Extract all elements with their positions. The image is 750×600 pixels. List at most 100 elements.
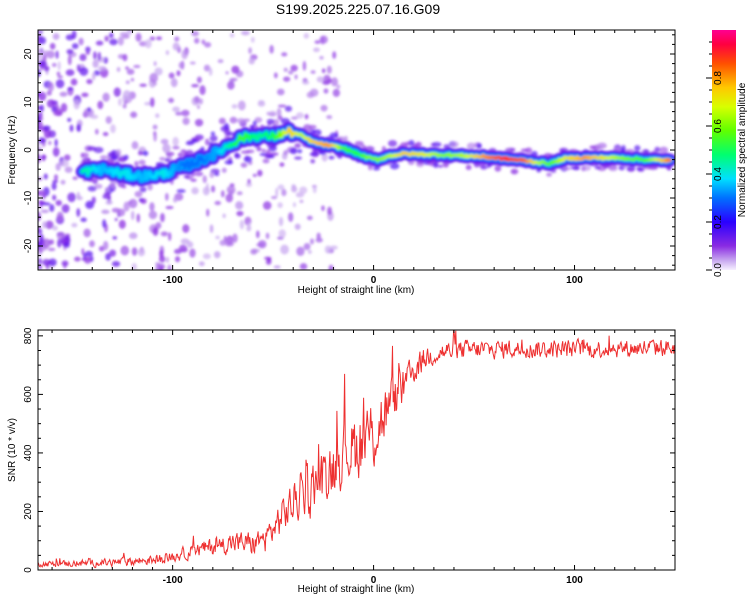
heatmap-noise-cell — [306, 215, 313, 221]
colorbar-tick-label: 0.8 — [713, 71, 724, 85]
heatmap-noise-cell — [38, 115, 41, 125]
heatmap-noise-cell — [47, 82, 55, 92]
heatmap-ridge-halo — [87, 185, 97, 192]
heatmap-noise-cell — [316, 232, 321, 240]
heatmap-ridge-halo — [277, 115, 283, 121]
heatmap-noise-cell — [229, 32, 235, 38]
heatmap-noise-cell — [326, 65, 332, 74]
heatmap-noise-cell — [152, 227, 159, 236]
heatmap-noise-cell — [168, 72, 175, 79]
heatmap-ridge-halo — [480, 165, 488, 170]
heatmap-noise-cell — [214, 200, 222, 206]
heatmap-noise-cell — [113, 87, 121, 97]
colorbar-tick-label: 0.0 — [713, 263, 724, 277]
heatmap-noise-cell — [102, 219, 107, 228]
heatmap-ridge-halo — [252, 120, 257, 126]
heatmap-ridge-halo — [94, 183, 103, 189]
heatmap-ridge-halo — [431, 141, 442, 147]
y-tick-label: 0 — [23, 147, 34, 153]
heatmap-noise-cell — [292, 202, 297, 208]
heatmap-ridge-halo — [328, 155, 335, 160]
heatmap-noise-cell — [235, 201, 244, 210]
heatmap-ridge-halo — [209, 135, 218, 142]
heatmap-noise-cell — [278, 229, 286, 238]
heatmap-noise-cell — [38, 265, 43, 270]
heatmap-ridge-halo — [442, 161, 449, 168]
heatmap-noise-cell — [257, 101, 266, 107]
colorbar-tick-label: 0.2 — [713, 215, 724, 229]
heatmap-noise-cell — [321, 205, 325, 212]
heatmap-noise-cell — [126, 30, 133, 35]
heatmap-noise-cell — [47, 247, 56, 252]
heatmap-noise-cell — [64, 166, 73, 173]
heatmap-noise-cell — [278, 216, 284, 227]
snr-panel: -100 0 100 0 200 400 600 800 Height of straight… — [7, 327, 676, 595]
heatmap-ridge-halo — [310, 159, 316, 164]
heatmap-noise-cell — [310, 70, 316, 74]
heatmap-ridge-halo — [236, 118, 246, 124]
heatmap-ridge-halo — [367, 166, 373, 171]
heatmap-noise-cell — [67, 87, 74, 91]
heatmap-noise-cell — [315, 237, 323, 243]
heatmap-ridge-halo — [190, 178, 197, 182]
heatmap-noise-cell — [71, 30, 77, 40]
heatmap-ridge-halo — [309, 124, 317, 130]
heatmap-noise-cell — [55, 162, 61, 171]
heatmap-ridge-halo — [210, 131, 215, 136]
heatmap-noise-cell — [178, 244, 188, 253]
colorbar-tick-label: 0.4 — [713, 167, 724, 181]
heatmap-noise-cell — [165, 50, 170, 56]
heatmap-noise-cell — [153, 61, 157, 67]
heatmap-noise-cell — [61, 204, 70, 213]
heatmap-noise-cell — [152, 124, 158, 130]
heatmap-noise-cell — [181, 109, 190, 117]
heatmap-noise-cell — [199, 85, 206, 96]
heatmap-noise-cell — [57, 75, 63, 79]
heatmap-noise-cell — [239, 219, 245, 230]
heatmap-noise-cell — [102, 240, 109, 251]
heatmap-noise-cell — [329, 245, 338, 250]
heatmap-noise-cell — [134, 190, 143, 198]
x-tick-label: 0 — [371, 575, 377, 586]
heatmap-noise-cell — [45, 220, 54, 230]
colorbar: 0.0 0.2 0.4 0.6 0.8 Normalized spectral ampl… — [706, 30, 748, 277]
heatmap-noise-cell — [90, 114, 99, 120]
heatmap-noise-cell — [262, 201, 272, 210]
heatmap-noise-cell — [126, 68, 135, 75]
heatmap-noise-cell — [130, 111, 138, 118]
heatmap-noise-cell — [114, 217, 118, 222]
x-tick-label: -100 — [163, 275, 183, 286]
heatmap-noise-cell — [288, 212, 294, 222]
heatmap-ridge-halo — [415, 141, 422, 148]
heatmap-noise-cell — [38, 154, 42, 164]
heatmap-noise-cell — [273, 72, 278, 79]
heatmap-noise-cell — [56, 211, 64, 222]
heatmap-noise-cell — [277, 184, 285, 191]
heatmap-noise-cell — [158, 255, 166, 263]
heatmap-ridge-halo — [224, 129, 231, 136]
heatmap-noise-cell — [201, 39, 206, 45]
heatmap-ridge-halo — [104, 186, 111, 193]
heatmap-noise-cell — [313, 47, 320, 53]
heatmap-noise-cell — [129, 232, 138, 240]
heatmap-noise-cell — [182, 117, 190, 126]
heatmap-noise-cell — [55, 199, 63, 206]
heatmap-noise-cell — [326, 115, 333, 120]
heatmap-noise-cell — [167, 264, 172, 270]
heatmap-noise-cell — [198, 98, 204, 105]
heatmap-noise-cell — [55, 79, 65, 89]
heatmap-ridge-halo — [510, 169, 517, 174]
heatmap-noise-cell — [303, 33, 310, 39]
heatmap-noise-cell — [130, 77, 135, 82]
heatmap-noise-cell — [131, 141, 139, 150]
heatmap-noise-cell — [149, 72, 159, 83]
heatmap-noise-cell — [61, 260, 69, 267]
heatmap-noise-cell — [84, 250, 93, 257]
heatmap-ridge-halo — [438, 164, 443, 168]
heatmap-ridge-halo — [223, 123, 230, 130]
heatmap-ridge-halo — [289, 147, 298, 155]
heatmap-ridge-halo — [304, 113, 309, 120]
y-tick-label: 400 — [23, 444, 34, 461]
heatmap-noise-cell — [122, 103, 127, 109]
